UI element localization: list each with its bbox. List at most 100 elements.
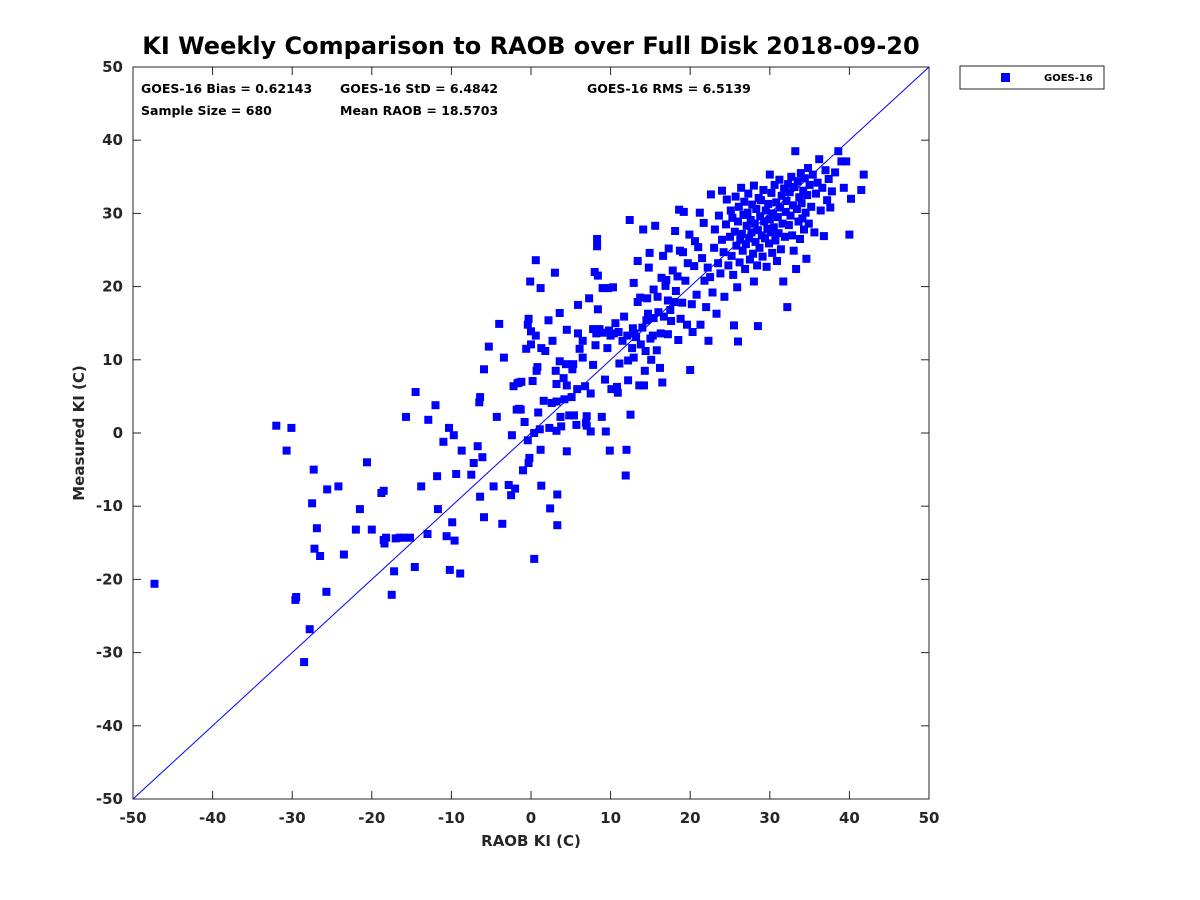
data-point [716,269,725,278]
data-point [827,187,836,196]
data-point [750,219,759,228]
data-point [300,658,309,667]
data-point [626,410,635,419]
data-point [761,234,769,243]
data-point [675,205,684,214]
data-point [781,207,790,216]
data-point [559,374,568,383]
data-point [800,225,808,234]
data-point [539,396,548,405]
x-tick-label: 50 [919,809,940,827]
data-point [700,276,709,285]
stat-rms: GOES-16 RMS = 6.5139 [587,81,751,96]
data-point [525,453,534,462]
data-point [578,353,587,362]
data-point [449,431,458,440]
data-point [824,175,833,183]
data-point [473,442,482,451]
data-point [694,243,703,252]
data-point [784,180,793,189]
data-point [524,459,533,467]
data-point [826,203,835,212]
data-point [628,344,637,353]
data-point [642,316,651,325]
data-point [517,377,526,386]
data-point [546,504,555,513]
data-point [731,192,740,201]
data-point [424,415,433,424]
data-point [769,223,778,232]
data-point [795,193,804,202]
x-tick-label: 30 [759,809,780,827]
data-point [431,401,440,410]
data-point [692,290,701,299]
data-point [730,227,739,236]
y-tick-label: 10 [102,351,123,369]
data-point [780,232,789,241]
data-point [676,314,685,323]
data-point [308,499,317,508]
data-point [765,239,773,248]
data-point [551,366,560,375]
data-point [712,309,721,318]
data-point [589,360,598,369]
x-axis: -50 -40 -30 -20 -10 0 10 20 30 40 50 [119,67,939,827]
data-point [796,169,805,178]
data-point [770,180,779,189]
data-point [387,590,396,599]
data-point [380,539,389,548]
x-tick-label: -50 [119,809,146,827]
data-point [609,329,618,338]
data-point [804,219,813,228]
data-point [402,412,410,421]
data-point [821,166,830,175]
data-point [556,412,565,421]
y-axis-label: Measured KI (C) [70,365,88,501]
x-tick-label: 40 [839,809,860,827]
data-point [593,271,602,280]
data-point [292,593,301,601]
legend-marker-square [1001,73,1010,82]
data-point [791,147,800,156]
data-point [647,355,656,364]
data-point [710,225,719,234]
data-point [733,283,742,292]
data-point [687,300,696,309]
data-point [450,536,459,545]
data-point [536,284,545,293]
data-point [658,378,667,387]
data-point [804,164,812,172]
data-point [569,360,578,369]
data-point [334,482,343,491]
data-point [355,505,364,514]
data-point [762,262,771,271]
data-point [765,215,774,224]
x-tick-label: 0 [526,809,536,827]
data-point [730,321,738,330]
data-point [839,183,848,192]
data-point [664,244,673,253]
x-tick-label: -20 [358,809,385,827]
data-point [527,327,535,336]
data-point [741,265,750,273]
data-point [572,420,581,429]
data-point [640,366,649,375]
data-point [622,445,631,454]
data-point [748,200,757,209]
data-point [632,333,641,342]
data-point [747,228,756,237]
data-point [547,399,556,407]
data-point [573,385,582,394]
data-point [685,230,694,239]
data-point [845,230,854,239]
data-point [703,263,712,272]
data-point [607,385,616,394]
data-point [652,346,661,355]
data-point [722,195,731,204]
data-point [775,175,784,184]
data-point [823,196,832,205]
data-point [773,213,782,222]
data-point [696,320,705,329]
data-point [683,259,692,268]
